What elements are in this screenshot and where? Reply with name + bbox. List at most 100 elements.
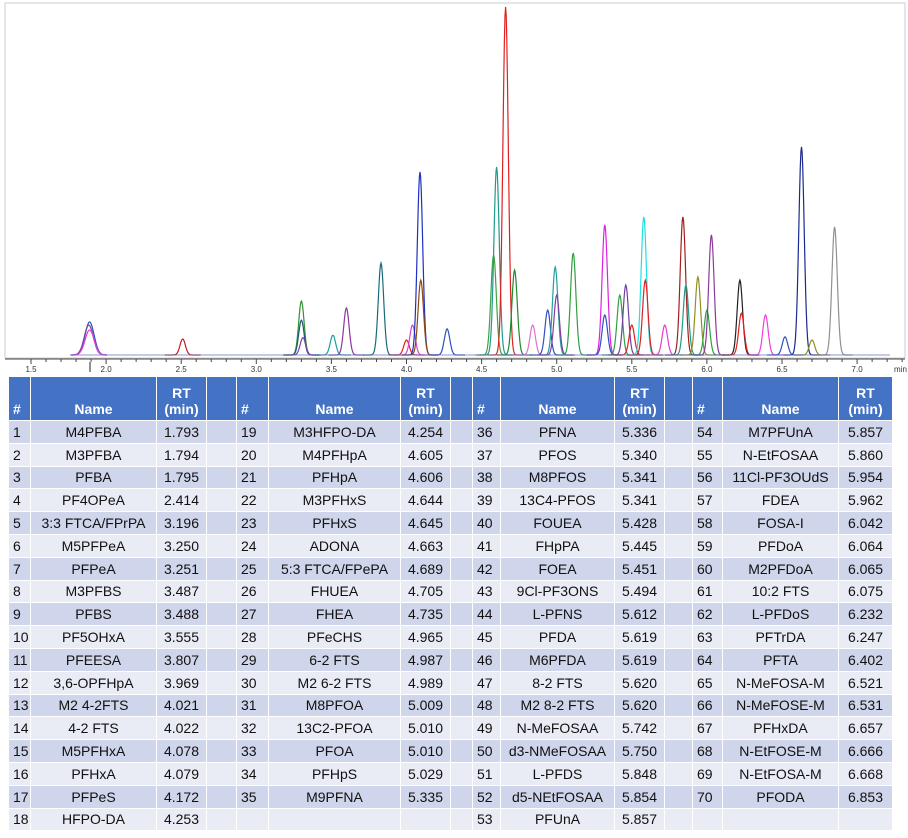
x-tick-label: 3.5 [326,365,338,374]
cell-rt: 1.793 [156,420,207,444]
cell-index: 21 [236,465,269,490]
cell-name: PFDoA [722,533,839,558]
spacer-cell [450,670,473,695]
cell-index: 60 [692,556,723,581]
x-tick-label: 6.5 [776,365,788,374]
cell-name: N-EtFOSAA [722,442,839,467]
cell-rt: 6.521 [838,670,893,695]
spacer-cell [206,511,237,535]
cell-index: 42 [472,556,501,581]
spacer-cell [206,693,237,718]
column-header: Name [722,376,839,421]
cell-name: PF4OPeA [30,488,157,513]
column-header: Name [500,376,615,421]
cell-rt: 4.022 [156,716,207,741]
cell-name: L-PFDS [500,761,615,786]
spacer-cell [450,784,473,809]
table-row: 10 PF5OHxA 3.555 28 PFeCHS 4.965 45 PFDA 5.619 63… [8,625,893,649]
cell-name: ADONA [268,533,401,558]
cell-name: 6-2 FTS [268,647,401,672]
cell-rt: 5.854 [614,784,665,809]
spacer-cell [664,647,693,672]
cell-rt: 5.340 [614,442,665,467]
cell-rt: 6.065 [838,556,893,581]
cell-index: 40 [472,511,501,535]
cell-rt: 4.644 [400,488,451,513]
cell-name: M7PFUnA [722,420,839,444]
spacer-cell [206,488,237,513]
spacer-cell [450,807,473,832]
cell-name: PFEESA [30,647,157,672]
cell-rt: 1.794 [156,442,207,467]
cell-rt: 3.807 [156,647,207,672]
cell-name: M3PFBS [30,579,157,604]
cell-rt: 4.663 [400,533,451,558]
spacer-cell [206,716,237,741]
cell-name: PFPeS [30,784,157,809]
cell-name: PFDA [500,625,615,649]
cell-index: 61 [692,579,723,604]
cell-rt: 5.451 [614,556,665,581]
cell-name: M2 4-2FTS [30,693,157,718]
cell-rt: 4.172 [156,784,207,809]
x-axis-unit: min [894,365,907,374]
cell-index: 7 [8,556,31,581]
x-tick-label: 7.0 [852,365,864,374]
cell-rt: 3.250 [156,533,207,558]
cell-index: 55 [692,442,723,467]
cell-rt: 6.042 [838,511,893,535]
cell-rt: 5.612 [614,602,665,627]
cell-name: PFOS [500,442,615,467]
cell-rt: 2.414 [156,488,207,513]
cell-rt: 4.253 [156,807,207,832]
spacer-cell [450,602,473,627]
spacer-cell [206,556,237,581]
cell-rt: 5.336 [614,420,665,444]
cell-name [722,807,839,832]
cell-name: L-PFDoS [722,602,839,627]
cell-name: 3:3 FTCA/FPrPA [30,511,157,535]
spacer-cell [450,693,473,718]
cell-name: PF5OHxA [30,625,157,649]
cell-name: N-MeFOSA-M [722,670,839,695]
cell-index: 3 [8,465,31,490]
cell-name: PFODA [722,784,839,809]
table-row: 18 HFPO-DA 4.253 53 PFUnA 5.857 [8,807,893,832]
spacer-cell [206,533,237,558]
cell-rt: 5.494 [614,579,665,604]
cell-index: 64 [692,647,723,672]
cell-index: 9 [8,602,31,627]
column-header: RT (min) [614,376,665,421]
spacer-cell [206,739,237,763]
cell-rt: 5.341 [614,465,665,490]
cell-rt: 5.620 [614,693,665,718]
spacer-cell [206,670,237,695]
spacer-header [450,376,473,421]
table-row: 11 PFEESA 3.807 29 6-2 FTS 4.987 46 M6PFDA 5.619… [8,647,893,672]
cell-name: PFHxA [30,761,157,786]
cell-name: FOSA-I [722,511,839,535]
cell-index: 28 [236,625,269,649]
table-row: 5 3:3 FTCA/FPrPA 3.196 23 PFHxS 4.645 40 FOUEA 5… [8,511,893,535]
x-tick-label: 2.5 [176,365,188,374]
cell-index: 15 [8,739,31,763]
cell-name: FHpPA [500,533,615,558]
spacer-cell [664,602,693,627]
cell-rt: 6.232 [838,602,893,627]
x-tick-label: 1.5 [25,365,37,374]
cell-name: HFPO-DA [30,807,157,832]
cell-rt: 5.619 [614,625,665,649]
cell-index: 38 [472,465,501,490]
cell-rt: 5.742 [614,716,665,741]
cell-rt: 6.064 [838,533,893,558]
spacer-cell [450,533,473,558]
cell-index: 70 [692,784,723,809]
cell-rt: 5.962 [838,488,893,513]
cell-name: N-EtFOSE-M [722,739,839,763]
column-header: RT (min) [400,376,451,421]
cell-rt: 6.075 [838,579,893,604]
cell-name: N-EtFOSA-M [722,761,839,786]
cell-index: 33 [236,739,269,763]
spacer-cell [664,579,693,604]
cell-rt: 6.853 [838,784,893,809]
